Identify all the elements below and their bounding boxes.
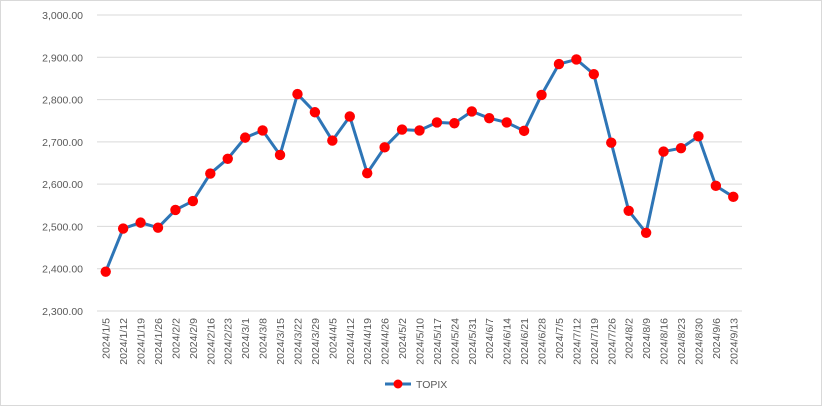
y-tick-label: 2,600.00 [42,179,83,191]
data-point [675,143,687,154]
data-point [693,131,704,142]
x-tick-label: 2024/5/31 [467,318,479,365]
x-tick-label: 2024/6/21 [519,318,531,365]
data-point [100,266,111,277]
data-point [518,125,530,137]
data-point [152,222,164,233]
data-point [728,191,739,203]
data-point [309,107,321,118]
x-tick-label: 2024/8/23 [676,318,688,365]
data-point [640,227,652,238]
data-point [344,111,355,122]
data-point [466,106,477,117]
data-point [449,118,460,129]
x-tick-label: 2024/9/13 [728,318,740,365]
legend-marker [393,379,403,389]
data-point [414,125,425,136]
x-tick-label: 2024/4/5 [327,318,339,359]
data-point [710,180,722,192]
data-point [484,112,495,124]
series-line-topix [104,57,735,273]
x-tick-label: 2024/3/1 [240,318,252,359]
y-tick-label: 2,900.00 [42,52,83,64]
x-tick-label: 2024/6/28 [537,318,549,365]
x-tick-label: 2024/1/12 [118,318,130,365]
data-point [222,153,233,164]
x-tick-label: 2024/8/9 [641,318,653,359]
data-point [588,69,600,80]
data-point [623,205,634,216]
data-point [135,217,146,228]
data-point [274,149,286,161]
data-point [362,167,373,179]
x-tick-label: 2024/5/2 [397,318,409,359]
x-tick-label: 2024/8/2 [624,318,636,359]
data-point [606,137,617,148]
x-tick-label: 2024/3/8 [258,318,270,359]
y-tick-label: 2,800.00 [42,95,83,107]
x-tick-label: 2024/3/29 [310,318,322,365]
x-tick-label: 2024/6/7 [484,318,496,359]
data-point [257,125,268,136]
y-tick-label: 3,000.00 [42,10,83,22]
data-point [396,124,408,135]
x-tick-label: 2024/7/12 [571,318,583,365]
x-tick-label: 2024/8/16 [659,318,671,365]
data-point [205,168,216,179]
x-tick-label: 2024/4/26 [380,318,392,365]
x-tick-label: 2024/7/19 [589,318,601,365]
data-point [431,117,443,128]
data-point [117,223,129,234]
x-tick-label: 2024/2/23 [223,318,235,365]
x-tick-label: 2024/1/19 [136,318,148,365]
x-tick-label: 2024/9/6 [711,318,723,359]
data-point [379,142,390,153]
x-tick-label: 2024/6/14 [502,318,514,365]
data-point [239,132,251,143]
data-point [327,135,338,146]
x-tick-label: 2024/4/19 [362,318,374,365]
x-tick-label: 2024/3/15 [275,318,287,365]
x-tick-label: 2024/2/2 [170,318,182,359]
x-tick-label: 2024/2/9 [188,318,200,359]
x-tick-label: 2024/8/30 [693,318,705,365]
data-point [292,88,303,100]
x-tick-label: 2024/1/26 [153,318,165,365]
x-tick-label: 2024/2/16 [205,318,217,365]
x-tick-label: 2024/3/22 [292,318,304,365]
x-tick-label: 2024/7/5 [554,318,566,359]
data-point [501,117,512,128]
data-point [658,146,669,157]
y-tick-label: 2,700.00 [42,137,83,149]
y-tick-label: 2,300.00 [42,306,83,318]
x-tick-label: 2024/4/12 [345,318,357,365]
data-point [553,58,565,70]
y-tick-label: 2,400.00 [42,264,83,276]
y-tick-label: 2,500.00 [42,221,83,233]
x-tick-label: 2024/5/17 [432,318,444,365]
x-tick-label: 2024/7/26 [606,318,618,365]
data-point [571,54,582,65]
legend-label-topix: TOPIX [416,379,447,391]
x-tick-label: 2024/1/5 [101,318,113,359]
x-tick-label: 2024/5/10 [415,318,427,365]
data-point [170,204,181,216]
x-tick-label: 2024/5/24 [449,318,461,365]
data-point [187,195,199,207]
data-point [536,89,547,101]
